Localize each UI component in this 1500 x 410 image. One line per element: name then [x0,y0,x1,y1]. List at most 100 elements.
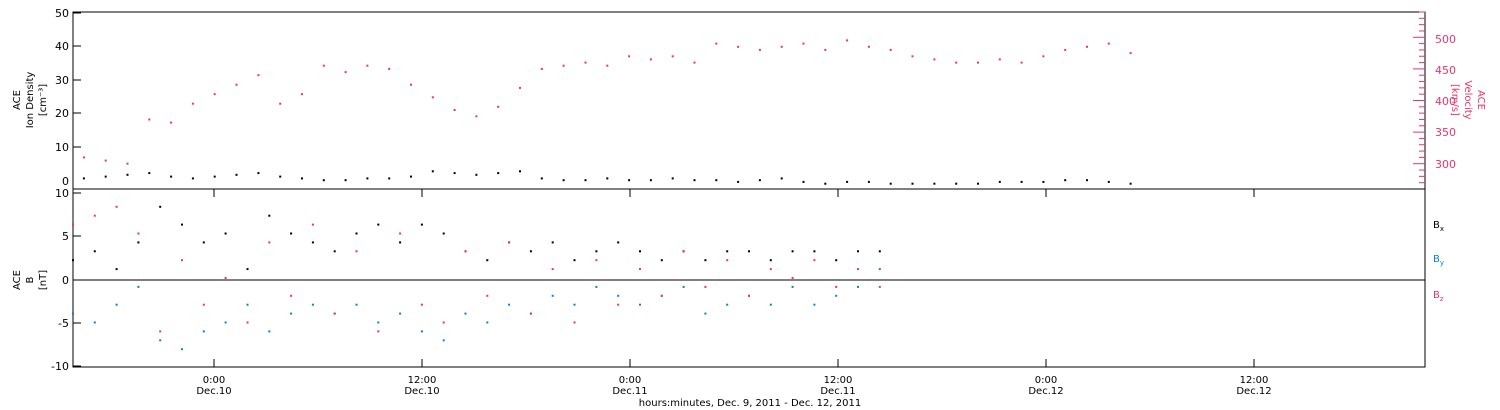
density-series-point [410,175,412,178]
velocity-series-point [955,61,958,64]
density-series-point [104,175,107,178]
by-series-point [290,312,293,315]
density-series-point [126,173,129,176]
bz-series-point [115,205,118,208]
density-series-point [737,180,740,183]
density-tick-label: 30 [55,74,69,87]
density-series-point [780,177,783,180]
velocity-series-point [780,45,783,48]
bx-series-point [115,268,118,271]
velocity-series-point [562,64,565,67]
field-tick--10: -10 [51,360,81,373]
density-series-point [388,177,391,180]
velocity-series [82,39,1132,165]
velocity-series-point [758,48,761,51]
field-legend: Bx By Bz [1433,220,1444,303]
velocity-tick-label: 400 [1435,95,1456,108]
bz-series-point [268,241,271,244]
by-series-point [704,312,707,315]
by-series-point [377,321,380,324]
x-axis-label: hours:minutes, Dec. 9, 2011 - Dec. 12, 2… [639,398,861,409]
density-ylabel: ACE Ion Density [cm⁻³] [12,72,49,129]
bx-series-point [704,259,707,262]
bx-series-point [617,241,620,244]
velocity-series-point [431,96,434,99]
velocity-series-point [867,45,870,48]
velocity-minor-ticks [1413,11,1425,184]
density-series-point [431,170,434,173]
magnetic-field-panel: -10 -5 0 5 10 ACE B [nT] [12,187,1444,409]
bx-series-point [224,232,227,235]
density-ylabel-line-2: Ion Density [25,72,36,129]
density-series-point [453,172,456,175]
bz-series-point [224,277,227,279]
by-series-point [464,312,467,315]
time-tick: 0:00 Dec.11 [612,189,648,397]
density-series [82,170,1132,185]
density-tick-label: 20 [55,107,69,120]
bz-series-point [748,294,750,297]
by-series-point [355,303,358,306]
bx-series-point [660,259,663,262]
bx-series [72,205,881,271]
density-series-point [213,175,216,178]
density-series-point [628,179,631,182]
density-series-point [824,182,827,185]
by-series-point [791,285,794,288]
by-series-point [181,348,183,351]
density-series-point [279,175,282,178]
bx-series-point [878,250,881,253]
bx-series-point [529,250,532,253]
bz-series-point [202,303,205,306]
bx-series-point [355,232,358,235]
bx-series-point [551,241,554,244]
velocity-series-point [540,67,543,70]
bz-series-point [355,250,358,253]
density-series-point [1107,180,1110,183]
velocity-tick-label: 350 [1435,126,1456,139]
bx-series-point [137,241,140,244]
by-series-point [137,285,140,288]
bz-series-point [573,321,576,324]
density-series-point [693,179,696,182]
velocity-series-point [257,74,260,77]
bx-series-point [857,250,859,253]
bx-series-point [268,214,271,217]
bz-series-point [442,321,445,324]
velocity-series-point [126,162,129,165]
bx-series-point [813,250,816,253]
density-ylabel-line-3: [cm⁻³] [38,84,49,116]
bx-series-point [639,250,641,253]
density-series-point [758,179,761,182]
density-series-point [1042,180,1045,183]
velocity-series-point [104,159,107,162]
density-series-point [933,182,936,185]
velocity-series-point [606,64,609,67]
bz-series [72,205,881,333]
by-series-point [72,312,74,315]
density-series-point [519,170,521,173]
velocity-series-point [649,58,652,61]
bx-series-point [573,259,576,262]
density-series-point [475,173,478,176]
bz-series-point [660,294,663,297]
velocity-series-point [497,105,500,108]
velocity-series-point [279,102,282,105]
velocity-series-point [671,55,674,58]
density-tick-10: 10 [55,141,81,154]
by-series-point [508,303,511,306]
bx-series-point [595,250,598,253]
velocity-ylabel-line-2: Velocity [1462,80,1473,119]
bz-series-point [290,294,293,297]
bottom-panel-frame [72,188,1426,368]
bz-series-point [137,232,140,235]
by-series-point [595,285,598,288]
velocity-series-point [977,61,979,64]
density-series-point [301,177,303,180]
by-series-point [115,303,118,306]
by-series-point [617,294,620,297]
density-tick-label: 0 [62,175,69,188]
velocity-series-point [933,58,936,61]
bz-series-point [311,223,314,226]
bx-series-point [377,223,380,226]
